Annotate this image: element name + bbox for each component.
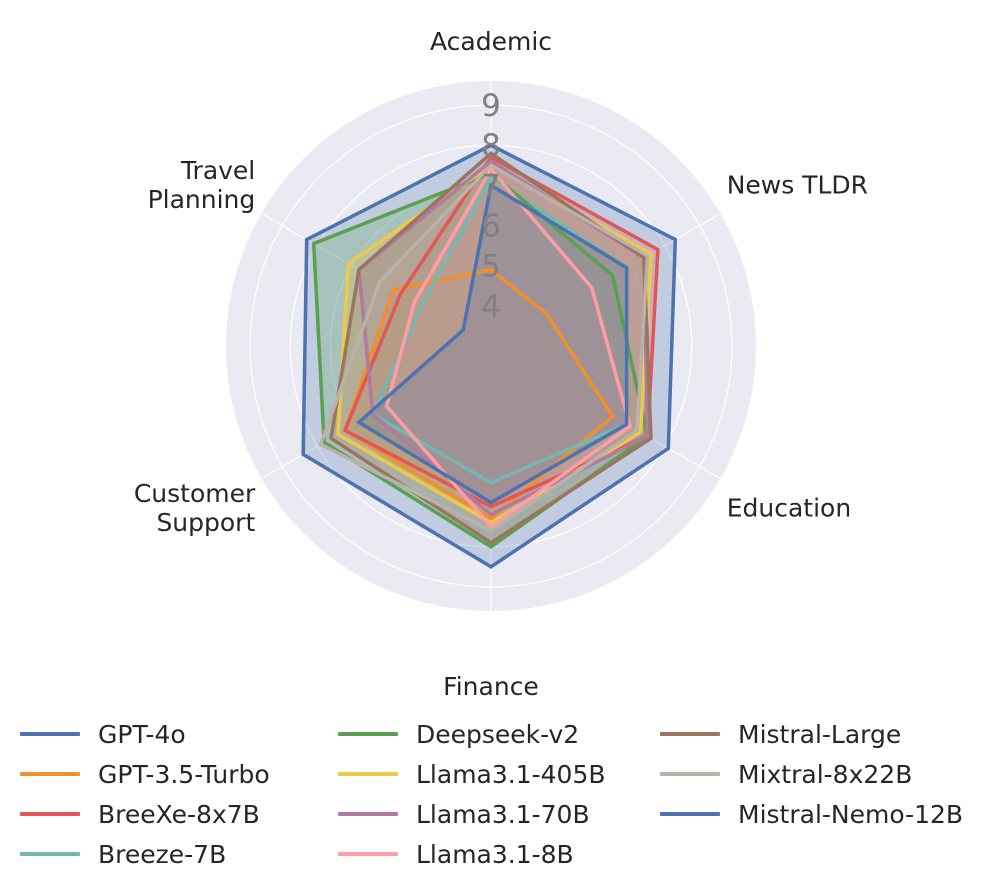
legend-label: Mistral-Large [738, 719, 902, 749]
radial-tick-8: 8 [481, 128, 501, 164]
legend-item-llama3-1-70b: Llama3.1-70B [338, 794, 590, 834]
legend-label: Deepseek-v2 [416, 719, 580, 749]
legend-item-gpt-3-5-turbo: GPT-3.5-Turbo [20, 754, 270, 794]
legend-label: Llama3.1-405B [416, 759, 606, 789]
legend-swatch [20, 852, 80, 856]
series-fill-breexe-8x7b [345, 157, 658, 507]
legend-item-llama3-1-8b: Llama3.1-8B [338, 834, 574, 874]
legend-item-deepseek-v2: Deepseek-v2 [338, 714, 579, 754]
series-line-breexe-8x7b [342, 154, 660, 509]
legend-item-mistral-nemo-12b: Mistral-Nemo-12B [660, 794, 963, 834]
legend-item-mistral-large: Mistral-Large [660, 714, 901, 754]
legend-swatch [20, 732, 80, 736]
legend-label: Llama3.1-70B [416, 799, 590, 829]
spoke-customer-support [261, 345, 492, 480]
axis-label-academic: Academic [430, 27, 552, 56]
legend-label: Breeze-7B [98, 839, 227, 869]
legend-swatch [338, 852, 398, 856]
series-line-mistral-nemo-12b [355, 182, 629, 505]
spoke-travel-planning [261, 212, 492, 347]
axis-label-news-tldr: News TLDR [727, 171, 868, 200]
axis-label-finance: Finance [443, 672, 539, 701]
legend-item-breeze-7b: Breeze-7B [20, 834, 226, 874]
legend-swatch [338, 772, 398, 776]
legend-swatch [338, 812, 398, 816]
axis-label-customer-support: Customer Support [134, 479, 256, 537]
series-fill-mistral-nemo-12b [358, 185, 627, 503]
legend-item-llama3-1-405b: Llama3.1-405B [338, 754, 606, 794]
legend-swatch [338, 732, 398, 736]
legend-swatch [660, 732, 720, 736]
legend-swatch [660, 772, 720, 776]
legend-item-gpt-4o: GPT-4o [20, 714, 186, 754]
series-line-deepseek-v2 [311, 171, 650, 549]
radial-tick-4: 4 [481, 289, 501, 325]
series-line-llama3-1-8b [384, 166, 633, 530]
series-line-gpt-4o [301, 143, 678, 569]
series-line-mixtral-8x22b [318, 163, 650, 533]
radial-tick-7: 7 [481, 168, 501, 204]
axis-label-travel-planning: Travel Planning [148, 156, 256, 214]
radial-tick-9: 9 [481, 88, 501, 124]
spoke-education [490, 345, 721, 480]
legend-label: GPT-4o [98, 719, 186, 749]
legend-label: BreeXe-8x7B [98, 799, 260, 829]
radar-chart: 4 5 6 7 8 9 Academic News TLDR Education Finance… [134, 27, 868, 701]
series-fill-deepseek-v2 [313, 173, 648, 547]
spoke-news-tldr [490, 212, 721, 347]
radial-tick-5: 5 [481, 249, 501, 285]
series-fill-llama3-1-405b [338, 165, 651, 523]
legend-label: GPT-3.5-Turbo [98, 759, 270, 789]
legend-label: Mistral-Nemo-12B [738, 799, 964, 829]
legend-swatch [20, 812, 80, 816]
legend-swatch [20, 772, 80, 776]
legend-item-mixtral-8x22b: Mixtral-8x22B [660, 754, 912, 794]
radial-tick-labels: 4 5 6 7 8 9 [481, 88, 501, 325]
series-layer [301, 143, 678, 569]
radial-tick-6: 6 [481, 209, 501, 245]
series-line-gpt-3-5-turbo [342, 267, 616, 521]
legend-label: Mixtral-8x22B [738, 759, 913, 789]
axis-label-education: Education [727, 494, 851, 523]
axis-labels: Academic News TLDR Education Finance Custome… [134, 27, 868, 701]
legend-item-breexe-8x7b: BreeXe-8x7B [20, 794, 260, 834]
series-line-mistral-large [329, 151, 653, 545]
legend-swatch [660, 812, 720, 816]
series-line-llama3-1-405b [336, 163, 653, 525]
legend: GPT-4o GPT-3.5-Turbo BreeXe-8x7B Breeze-7B D… [0, 712, 983, 889]
legend-label: Llama3.1-8B [416, 839, 574, 869]
